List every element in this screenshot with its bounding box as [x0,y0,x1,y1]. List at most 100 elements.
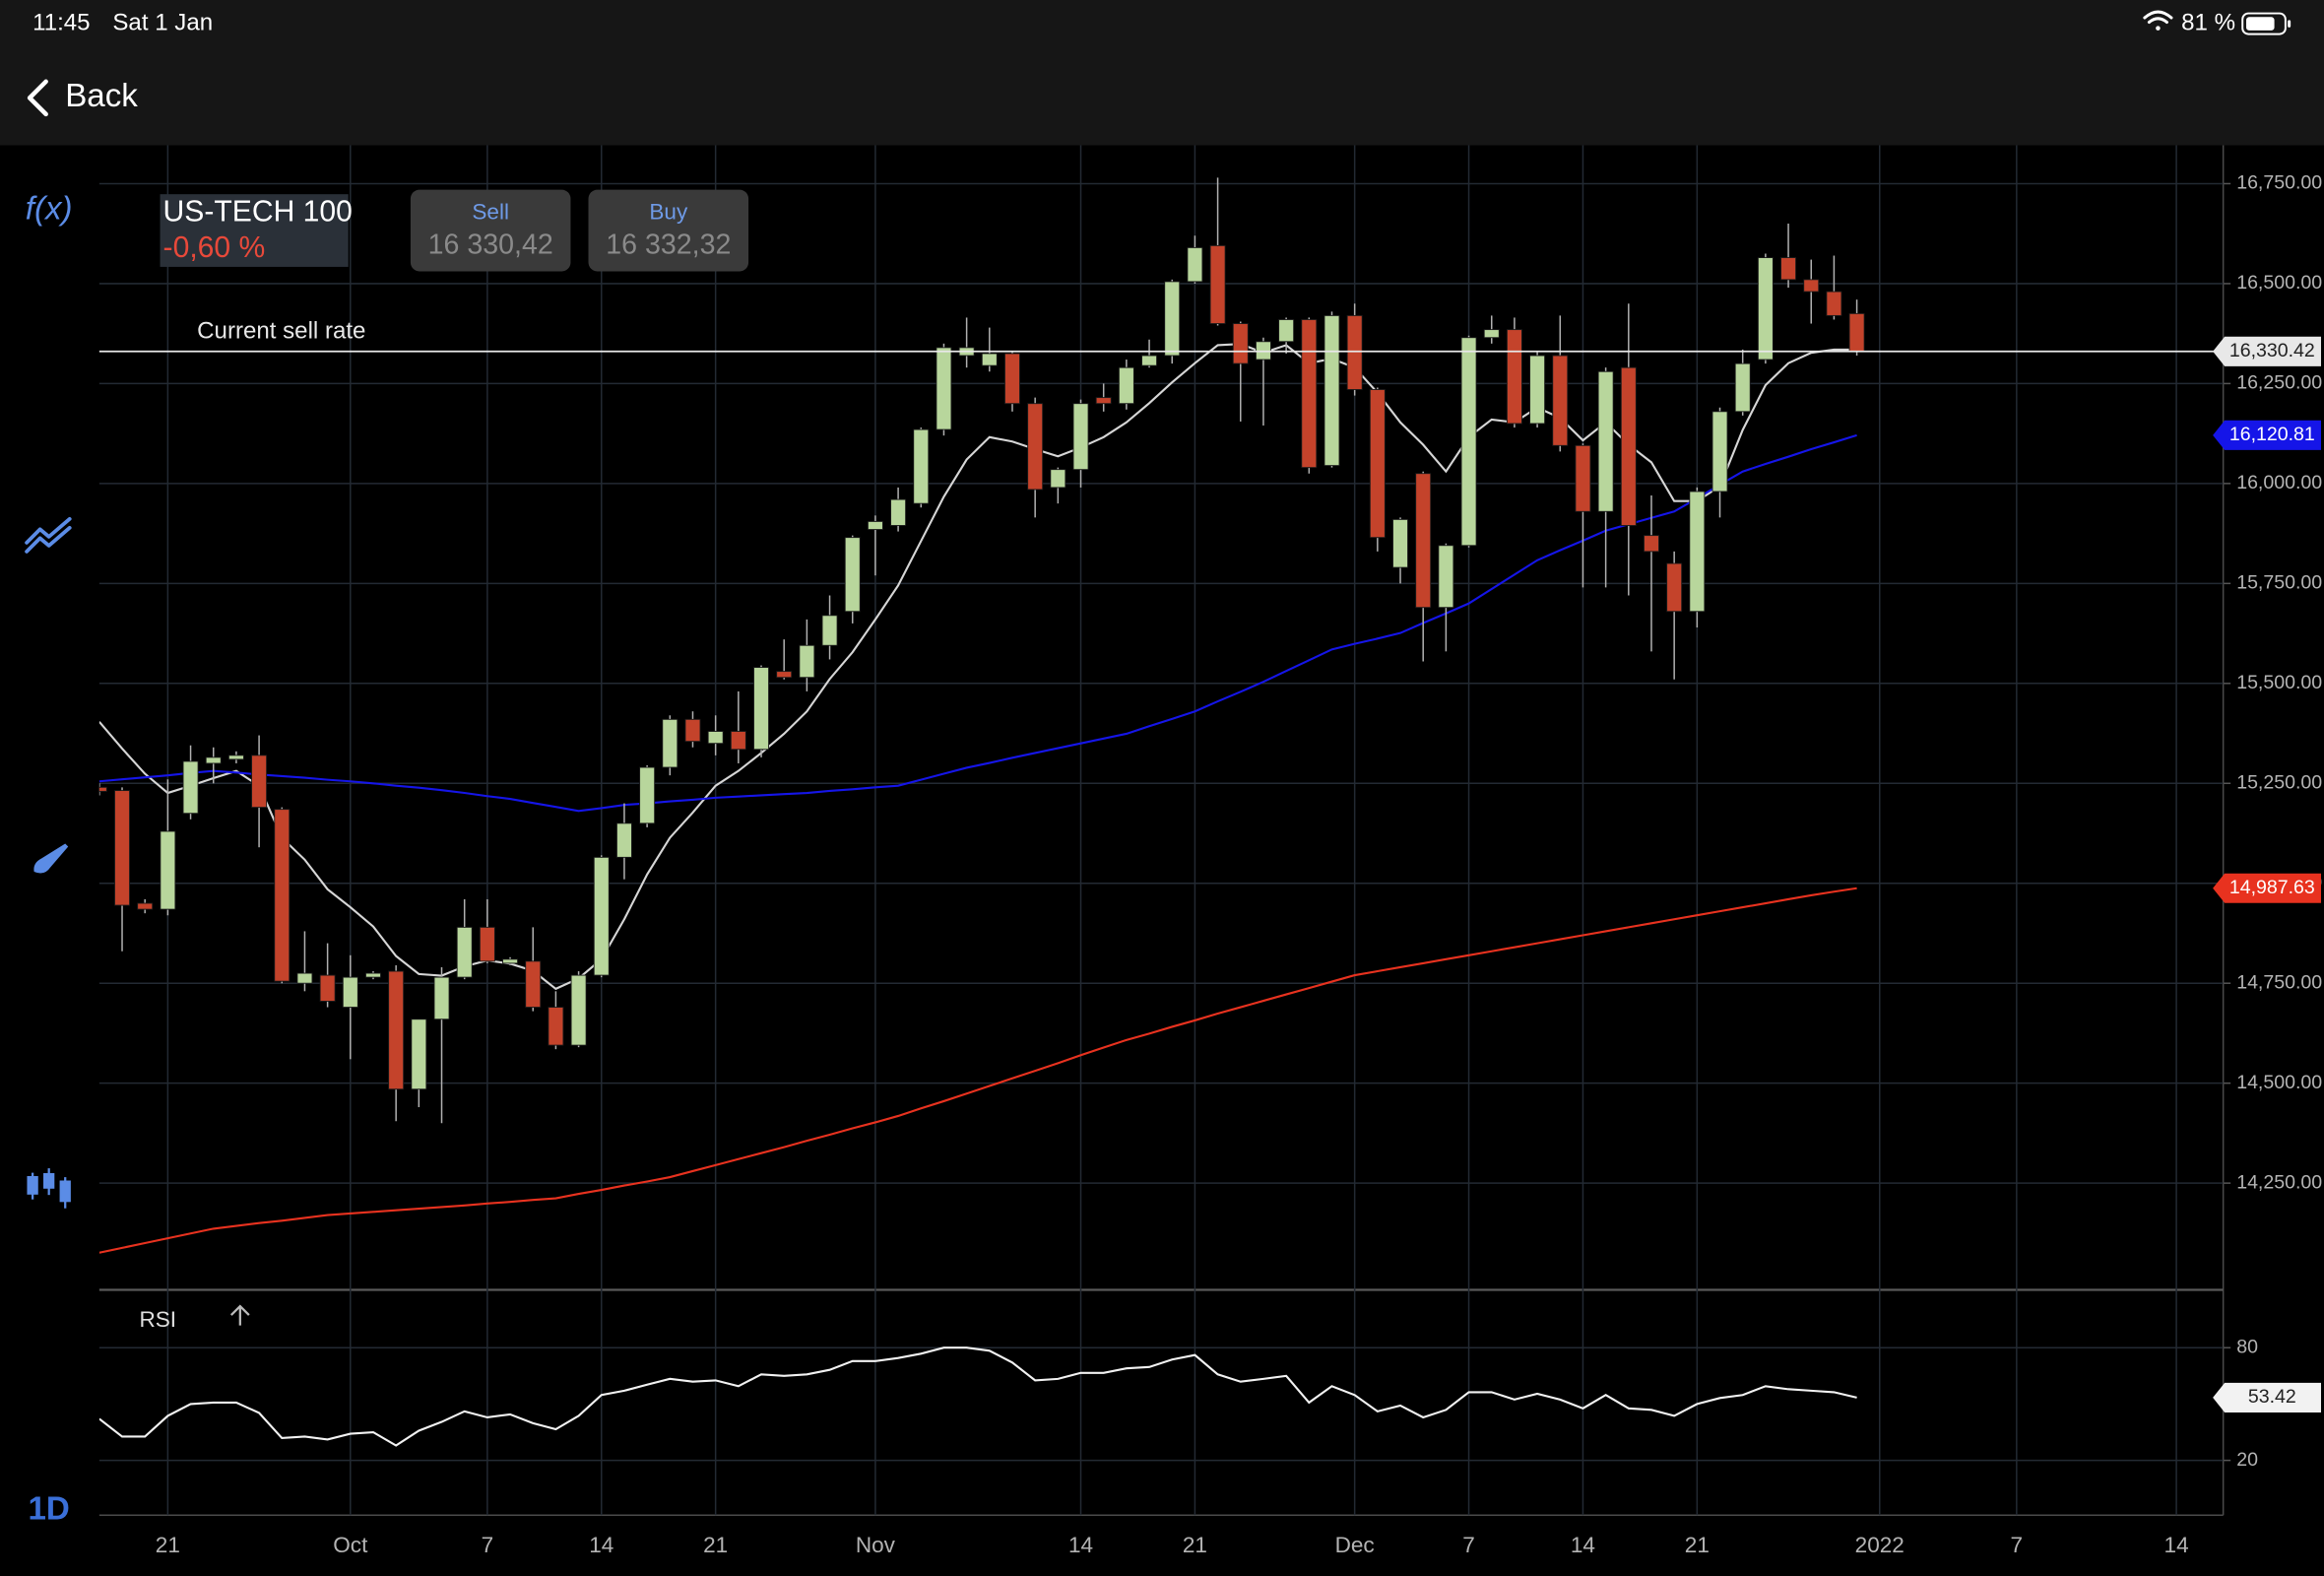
buy-button[interactable]: Buy 16 332,32 [588,189,749,272]
status-time: 11:45 [32,9,90,35]
buy-price[interactable]: 16 332,32 [606,229,731,260]
candle-body-up [342,976,358,1009]
candle-body-up [615,822,632,858]
candle-body-down [114,790,130,906]
instrument-change: -0,60 % [163,231,266,264]
candle-body-up [1460,337,1477,547]
candle-body-up [1734,362,1751,413]
candle-body-up [753,667,769,751]
timeframe-button[interactable]: 1D [29,1491,70,1528]
candle-body-down [1415,473,1432,609]
candle-body-down [1666,562,1683,613]
candle-body-up [981,353,998,366]
x-tick-label: 7 [482,1533,494,1557]
x-tick-label: 2022 [1855,1533,1904,1557]
candle-body-up [707,731,724,745]
y-tick-label: 20 [2236,1449,2258,1471]
current-rate-text: Current sell rate [197,318,365,345]
status-date: Sat 1 Jan [112,9,213,35]
x-tick-label: 14 [1571,1533,1595,1557]
drawing-button[interactable] [33,843,69,874]
instrument-box [160,194,349,267]
x-tick-label: 21 [703,1533,728,1557]
x-tick-label: Oct [333,1533,368,1557]
y-tick-label: 14,750.00 [2236,971,2322,993]
y-tick-label: 15,500.00 [2236,672,2322,693]
y-tick-label: 16,750.00 [2236,172,2322,194]
candle-body-down [1826,291,1842,316]
candle-body-up [1118,366,1134,405]
candle-body-up [890,498,907,526]
price-tag-bg [2213,873,2321,903]
price-tag: 14,987.63 [2229,877,2315,898]
y-tick-label: 14,250.00 [2236,1171,2322,1193]
sell-label[interactable]: Sell [472,200,509,225]
y-tick-label: 14,500.00 [2236,1072,2322,1093]
sell-price[interactable]: 16 330,42 [428,229,553,260]
price-tag: 16,120.81 [2229,424,2315,445]
candle-body-down [319,974,336,1002]
candle-body-up [1711,411,1728,492]
candle-body-down [137,902,154,910]
rsi-collapse-button[interactable] [229,1304,250,1326]
candle-body-up [456,926,473,978]
x-tick-label: 14 [1068,1533,1093,1557]
back-button[interactable]: Back [27,78,138,117]
candle-body-down [776,671,793,679]
candle-body-down [274,809,290,982]
main-plot [98,177,1865,1254]
candle-body-up [1141,355,1158,366]
y-tick-label: 15,750.00 [2236,572,2322,594]
candle-body-down [388,970,405,1090]
x-tick-label: Dec [1335,1533,1375,1557]
current-rate-tag: 16,330.42 [2229,340,2315,361]
candle-body-down [548,1007,564,1046]
candle-body-up [365,972,381,978]
candle-body-down [1620,366,1637,526]
overlay-layer: 21 Oct 7 14 21 Nov 14 21 Dec 7 14 21 2022 7 14 16,120.8… [98,318,2321,1557]
candle-body-up [844,537,861,613]
candle-body-down [1552,355,1569,446]
candle-body-up [296,972,313,984]
candle-body-down [1004,353,1020,405]
x-tick-label: 7 [2011,1533,2024,1557]
function-button[interactable]: f(x) [26,190,73,227]
candle-body-down [1780,257,1797,281]
candle-body-down [1644,535,1659,553]
indicator-line [98,886,1857,1254]
rsi-title: RSI [139,1307,176,1332]
back-label[interactable]: Back [65,78,138,114]
candle-body-up [1072,403,1089,471]
candle-body-up [1529,355,1546,425]
candle-body-up [867,520,883,530]
candle-body-up [411,1018,427,1090]
value-tag: 53.42 [2248,1386,2296,1408]
candle-body-down [525,960,542,1009]
x-tick-label: 7 [1462,1533,1475,1557]
x-tick-label: Nov [856,1533,896,1557]
buy-label[interactable]: Buy [649,200,688,225]
candle-body-up [936,347,952,430]
candle-body-up [502,958,519,964]
wifi-icon [2143,10,2173,31]
candle-body-down [1506,329,1522,425]
sell-button[interactable]: Sell 16 330,42 [410,189,571,272]
x-tick-label: 14 [2164,1533,2189,1557]
x-tick-label: 21 [1183,1533,1207,1557]
candle-body-down [684,718,701,743]
candle-body-up [1392,518,1408,568]
candle-body-up [433,976,450,1020]
candle-body-up [662,718,678,768]
battery-icon [2241,12,2292,35]
candle-body-up [205,756,222,764]
candle-body-up [821,615,838,646]
candle-body-down [1848,312,1865,353]
candle-body-up [1689,491,1706,613]
candle-body-up [1187,246,1203,283]
candle-body-up [639,766,656,824]
chart-type-button[interactable] [27,1168,71,1209]
indicator-button[interactable] [25,516,72,554]
grid-layer: 14,250.0014,500.0014,750.0015,000.0015,2… [98,145,2322,1516]
candle-body-down [1369,389,1386,539]
